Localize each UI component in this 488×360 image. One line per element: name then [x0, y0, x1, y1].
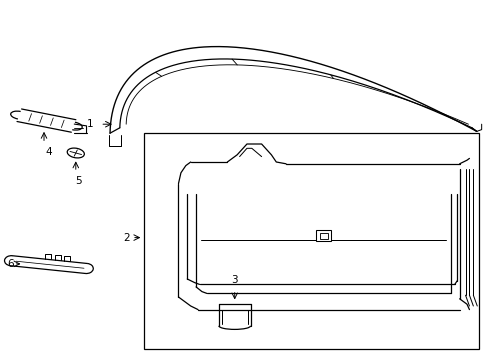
Text: 4: 4 — [45, 147, 52, 157]
Text: 6: 6 — [7, 259, 14, 269]
Bar — [319, 233, 327, 238]
Text: 5: 5 — [75, 176, 81, 186]
Bar — [144, 133, 478, 349]
Text: 1: 1 — [87, 119, 94, 129]
Text: 2: 2 — [122, 233, 129, 243]
Text: 3: 3 — [231, 275, 238, 285]
Bar — [316, 230, 330, 241]
